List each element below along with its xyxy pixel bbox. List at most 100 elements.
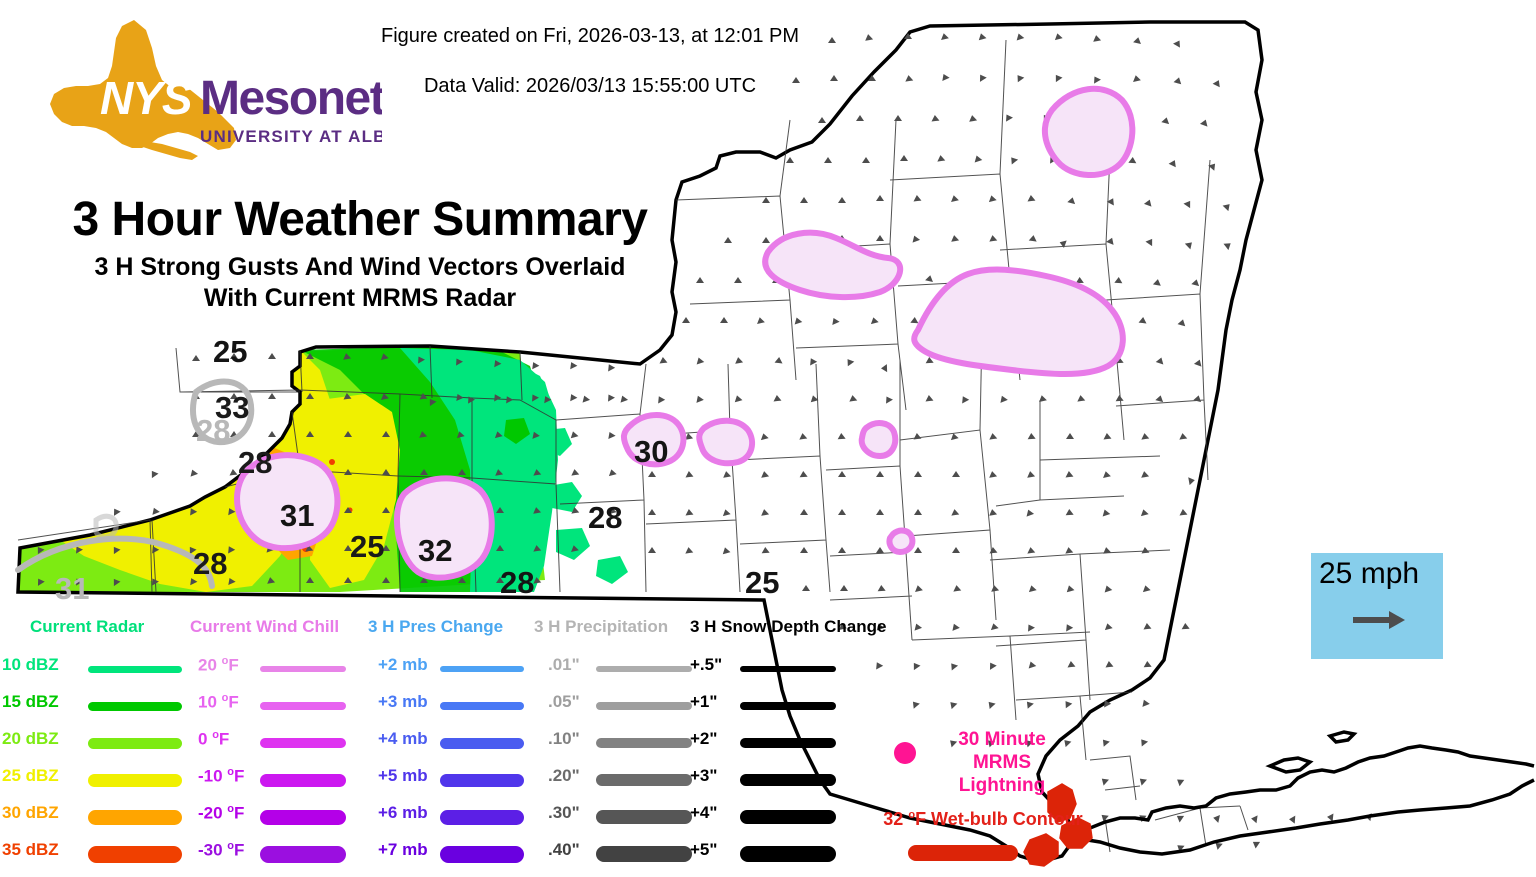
legend-value-label: 10 oF (198, 692, 239, 712)
wind-scale-label: 25 mph (1319, 557, 1420, 590)
lightning-legend-label: 30 Minute MRMS Lightning (912, 728, 1092, 797)
lightning-dot-icon (894, 742, 916, 764)
gust-value-label: 33 (215, 390, 250, 425)
data-valid-line: Data Valid: 2026/03/13 15:55:00 UTC (423, 75, 757, 97)
legend-header-current-radar: Current Radar (30, 617, 145, 636)
svg-text:NYS: NYS (100, 72, 193, 124)
wetbulb-contour-areas (1023, 783, 1093, 867)
legend-value-label: -10 oF (198, 766, 245, 786)
svg-text:Mesonet: Mesonet (200, 72, 382, 125)
windchill-contours (15, 378, 255, 589)
county-boundaries (17, 39, 1249, 853)
legend-value-label: 35 dBZ (2, 840, 59, 859)
legend-color-bar (740, 702, 836, 710)
legend-color-bar (740, 810, 836, 824)
legend-color-bar (260, 666, 346, 672)
legend-color-bar (440, 702, 524, 710)
legend-color-bar (260, 738, 346, 748)
gust-value-label: 25 (745, 565, 780, 600)
legend-value-label: .20" (548, 766, 580, 785)
legend-color-bar (260, 702, 346, 710)
legend-color-bar (596, 774, 692, 786)
subtitle-line-1: 3 H Strong Gusts And Wind Vectors Overla… (94, 253, 626, 281)
windchill-contour-label: 31 (55, 571, 90, 606)
legend-header-current-wind-chill: Current Wind Chill (190, 617, 340, 636)
legend-color-bar (740, 774, 836, 786)
legend-value-label: +1" (690, 692, 718, 711)
gust-value-label: 32 (418, 533, 453, 568)
gust-value-label: 31 (280, 498, 315, 533)
long-island-outline (1074, 730, 1535, 856)
legend-value-label: .40" (548, 840, 580, 859)
legend-color-bar (260, 773, 346, 787)
legend-value-label: 20 dBZ (2, 729, 59, 748)
legend-value-label: 0 oF (198, 729, 230, 749)
legend-value-label: +2" (690, 729, 718, 748)
legend-value-label: .10" (548, 729, 580, 748)
legend-color-bar (596, 846, 692, 862)
legend-color-bar (88, 665, 182, 673)
legend-color-bar (740, 738, 836, 748)
legend-color-bar (596, 810, 692, 824)
legend-value-label: .05" (548, 692, 580, 711)
svg-text:UNIVERSITY AT ALBANY: UNIVERSITY AT ALBANY (200, 127, 382, 146)
legend-color-bar (88, 773, 182, 787)
figure-created-line: Figure created on Fri, 2026-03-13, at 12… (380, 25, 799, 47)
legend-color-bar (88, 701, 182, 711)
right-arrow-icon (1353, 611, 1405, 634)
legend-value-label: 25 dBZ (2, 766, 59, 785)
state-boundary (16, 20, 1264, 864)
legend-value-label: 15 dBZ (2, 692, 59, 711)
legend-value-label: +5" (690, 840, 718, 859)
lightning-line-1: 30 Minute (958, 729, 1046, 750)
legend-header-3h-snow-depth-change: 3 H Snow Depth Change (690, 617, 887, 636)
legend-color-bar (596, 702, 692, 710)
legend-header-3h-pres-change: 3 H Pres Change (368, 617, 504, 636)
gust-value-label: 28 (238, 445, 273, 480)
gust-value-label: 25 (350, 529, 385, 564)
legend-value-label: +3 mb (378, 692, 428, 711)
legend-color-bar (88, 737, 182, 749)
windchill-contour-label: 28 (196, 413, 231, 448)
wetbulb-legend-label: 32 oF Wet-bulb Contour (883, 809, 1083, 829)
legend-value-label: 20 oF (198, 655, 239, 675)
map-legend: Current Radar 10 dBZ 15 dBZ 20 dBZ 25 dBZ 30 … (0, 617, 1060, 877)
legend-value-label: +.5" (690, 655, 723, 674)
legend-color-bar (260, 845, 346, 863)
legend-color-bar (260, 809, 346, 825)
legend-value-label: +4 mb (378, 729, 428, 748)
subtitle-line-2: With Current MRMS Radar (203, 284, 517, 312)
gust-value-label: 28 (588, 500, 623, 535)
figure-timestamp: Figure created on Fri, 2026-03-13, at 12… (300, 24, 880, 124)
lightning-line-2: MRMS (972, 752, 1032, 773)
legend-value-label: 10 dBZ (2, 655, 59, 674)
legend-color-bar (596, 738, 692, 748)
legend-color-bar (440, 737, 524, 749)
legend-value-label: +7 mb (378, 840, 428, 859)
legend-value-label: 30 dBZ (2, 803, 59, 822)
wind-speed-scale-key: 25 mph (1311, 553, 1443, 659)
legend-color-bar (440, 809, 524, 825)
legend-value-label: .30" (548, 803, 580, 822)
legend-value-label: -20 oF (198, 803, 245, 823)
strong-gust-contours (234, 85, 1136, 581)
legend-value-label: +5 mb (378, 766, 428, 785)
legend-value-label: +3" (690, 766, 718, 785)
nys-mesonet-logo: NYS Mesonet UNIVERSITY AT ALBANY (22, 8, 382, 168)
page-subtitle: 3 H Strong Gusts And Wind Vectors Overla… (10, 252, 710, 314)
legend-color-bar (440, 773, 524, 787)
legend-color-bar (440, 666, 524, 672)
legend-color-bar (596, 666, 692, 672)
legend-value-label: +2 mb (378, 655, 428, 674)
gust-value-label: 25 (213, 334, 248, 369)
legend-value-label: +6 mb (378, 803, 428, 822)
legend-value-label: +4" (690, 803, 718, 822)
legend-value-label: .01" (548, 655, 580, 674)
legend-value-label: -30 oF (198, 840, 245, 860)
legend-color-bar (88, 845, 182, 863)
gust-value-label: 30 (634, 434, 669, 469)
gust-value-label: 28 (193, 546, 228, 581)
legend-color-bar (740, 846, 836, 862)
